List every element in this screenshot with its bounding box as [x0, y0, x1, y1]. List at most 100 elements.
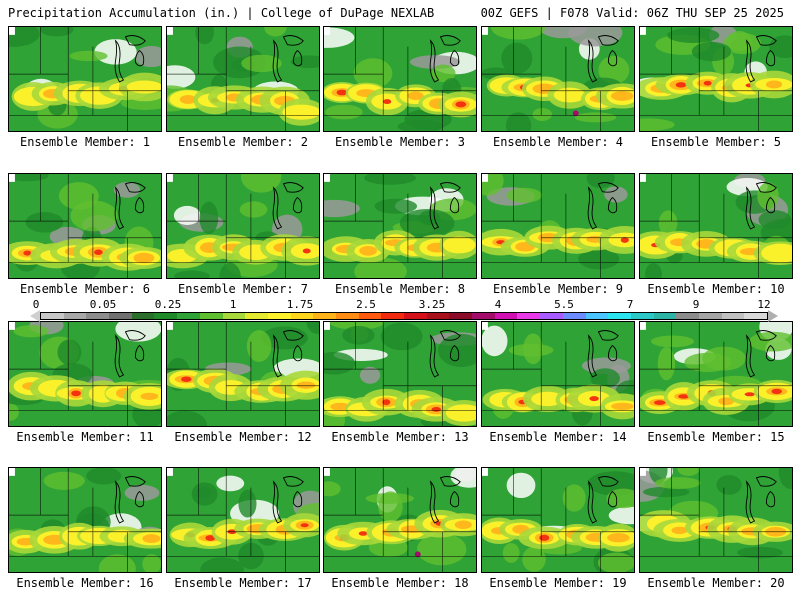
precip-map-image: [167, 322, 319, 426]
ensemble-member-map: [639, 467, 793, 573]
ensemble-member-map: [166, 321, 320, 427]
precip-map-image: [640, 27, 792, 131]
colorbar-segment: [517, 313, 541, 319]
precip-map-image: [167, 174, 319, 278]
ensemble-member-label: Ensemble Member: 9: [492, 282, 624, 296]
ensemble-member-map: [639, 321, 793, 427]
colorbar-tick-label: 4: [494, 298, 502, 311]
colorbar-tick-label: 0.05: [89, 298, 117, 311]
ensemble-member-map: [8, 321, 162, 427]
precip-map-image: [9, 322, 161, 426]
precip-map-image: [167, 27, 319, 131]
precip-map-image: [324, 468, 476, 572]
precip-map-image: [482, 174, 634, 278]
ensemble-member-label: Ensemble Member: 15: [647, 430, 785, 444]
ensemble-member-label: Ensemble Member: 11: [16, 430, 154, 444]
ensemble-member-label: Ensemble Member: 8: [334, 282, 466, 296]
colorbar-segment: [86, 313, 110, 319]
colorbar-tick-label: 5.5: [554, 298, 574, 311]
colorbar-segment: [404, 313, 427, 319]
precip-map-image: [324, 174, 476, 278]
ensemble-member-map: [166, 26, 320, 132]
colorbar-tick-label: 7: [626, 298, 634, 311]
colorbar-segment: [494, 313, 518, 319]
ensemble-member-label: Ensemble Member: 1: [19, 135, 151, 149]
colorbar-left-arrow: [30, 310, 40, 322]
ensemble-member-map: [639, 173, 793, 279]
colorbar-segment: [630, 313, 654, 319]
ensemble-member-label: Ensemble Member: 6: [19, 282, 151, 296]
ensemble-member-map: [481, 467, 635, 573]
precip-map-image: [9, 174, 161, 278]
colorbar-tick-label: 0: [32, 298, 40, 311]
ensemble-member-map: [481, 321, 635, 427]
colorbar-tick-label: 12: [757, 298, 771, 311]
ensemble-member-label: Ensemble Member: 17: [174, 576, 312, 590]
colorbar-segment: [41, 313, 64, 319]
ensemble-member-map: [166, 467, 320, 573]
ensemble-member-map: [639, 26, 793, 132]
ensemble-member-map: [8, 173, 162, 279]
colorbar-tick-label: 2.5: [356, 298, 376, 311]
colorbar-segment: [585, 313, 609, 319]
ensemble-member-label: Ensemble Member: 5: [650, 135, 782, 149]
colorbar-segment: [267, 313, 291, 319]
ensemble-member-label: Ensemble Member: 13: [331, 430, 469, 444]
ensemble-member-map: [323, 173, 477, 279]
ensemble-member-label: Ensemble Member: 3: [334, 135, 466, 149]
ensemble-member-map: [166, 173, 320, 279]
ensemble-member-label: Ensemble Member: 2: [177, 135, 309, 149]
colorbar-segment: [154, 313, 178, 319]
ensemble-member-label: Ensemble Member: 18: [331, 576, 469, 590]
colorbar-segment: [381, 313, 404, 319]
precip-map-image: [324, 322, 476, 426]
ensemble-member-label: Ensemble Member: 4: [492, 135, 624, 149]
colorbar-segment: [744, 313, 767, 319]
colorbar-segment: [131, 313, 155, 319]
colorbar-segment: [222, 313, 246, 319]
colorbar-segment: [472, 313, 495, 319]
colorbar-segment: [653, 313, 677, 319]
colorbar-segment: [109, 313, 132, 319]
colorbar-segment: [358, 313, 382, 319]
colorbar: [40, 312, 768, 320]
precip-map-image: [9, 27, 161, 131]
ensemble-member-label: Ensemble Member: 14: [489, 430, 627, 444]
precip-map-image: [482, 27, 634, 131]
ensemble-member-label: Ensemble Member: 7: [177, 282, 309, 296]
ensemble-member-map: [323, 467, 477, 573]
precip-map-image: [9, 468, 161, 572]
ensemble-member-map: [8, 467, 162, 573]
ensemble-member-label: Ensemble Member: 10: [647, 282, 785, 296]
ensemble-member-map: [323, 26, 477, 132]
ensemble-member-label: Ensemble Member: 12: [174, 430, 312, 444]
precip-map-image: [640, 468, 792, 572]
colorbar-right-arrow: [768, 310, 778, 322]
colorbar-segment: [335, 313, 359, 319]
colorbar-segment: [721, 313, 745, 319]
colorbar-segment: [313, 313, 336, 319]
ensemble-member-map: [481, 173, 635, 279]
colorbar-segment: [562, 313, 586, 319]
product-title: Precipitation Accumulation (in.) | Colle…: [8, 6, 435, 20]
colorbar-tick-label: 1: [229, 298, 237, 311]
ensemble-member-label: Ensemble Member: 16: [16, 576, 154, 590]
colorbar-segment: [426, 313, 450, 319]
colorbar-tick-label: 3.25: [418, 298, 446, 311]
precip-map-image: [482, 322, 634, 426]
precip-map-image: [324, 27, 476, 131]
colorbar-segment: [676, 313, 699, 319]
precip-map-image: [167, 468, 319, 572]
run-valid-time: 00Z GEFS | F078 Valid: 06Z THU SEP 25 20…: [480, 6, 784, 20]
precip-map-image: [640, 322, 792, 426]
precip-map-image: [482, 468, 634, 572]
colorbar-tick-label: 0.25: [154, 298, 182, 311]
colorbar-tick-label: 1.75: [286, 298, 314, 311]
ensemble-member-label: Ensemble Member: 19: [489, 576, 627, 590]
colorbar-segment: [290, 313, 314, 319]
colorbar-tick-label: 9: [692, 298, 700, 311]
colorbar-segment: [449, 313, 473, 319]
ensemble-member-map: [8, 26, 162, 132]
ensemble-member-label: Ensemble Member: 20: [647, 576, 785, 590]
precip-map-image: [640, 174, 792, 278]
